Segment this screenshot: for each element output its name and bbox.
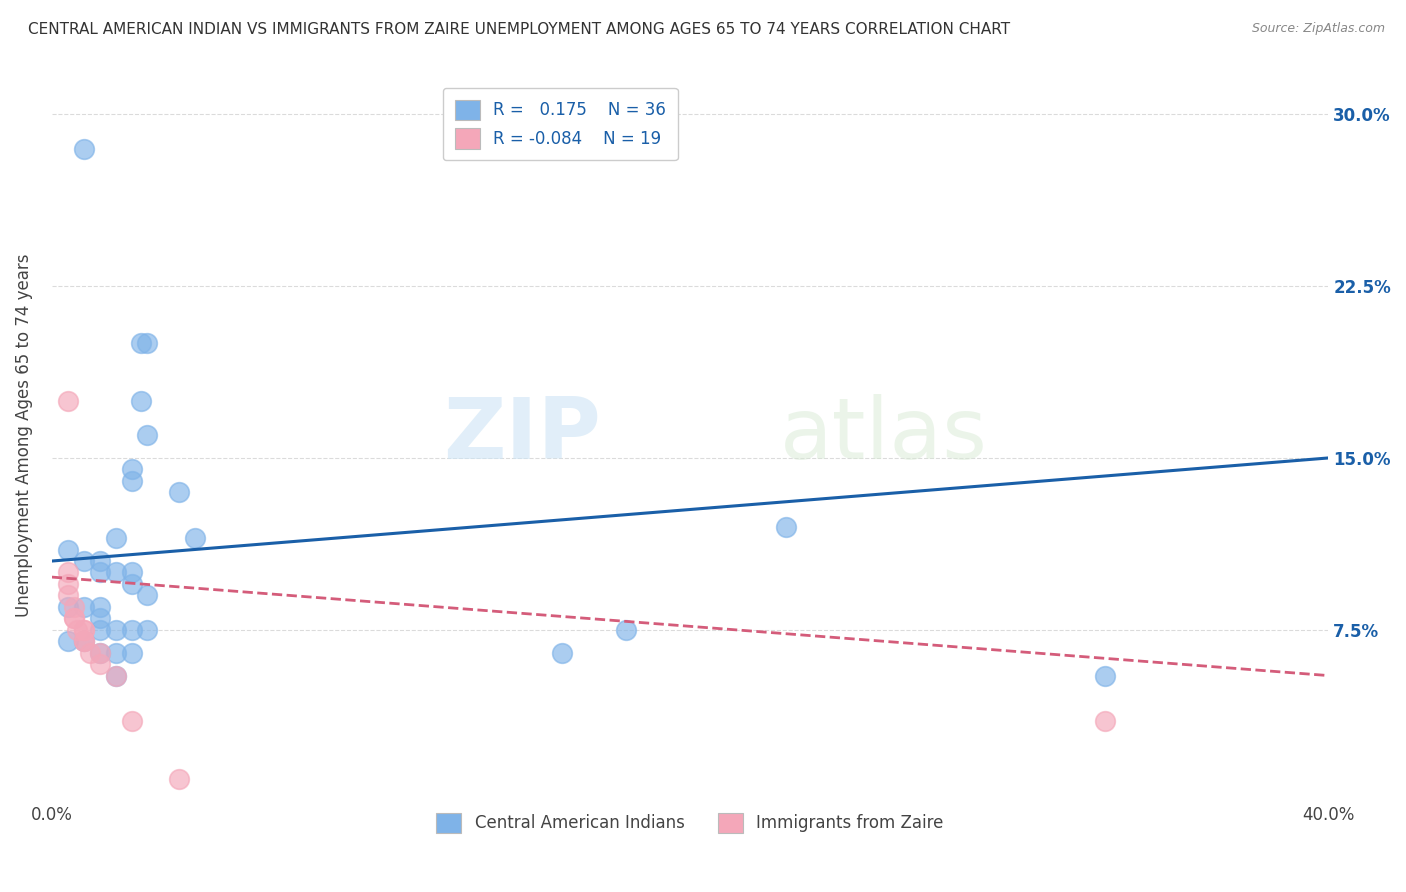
Point: [129, 336, 152, 351]
Point: [136, 428, 159, 442]
Point: [56, 577, 79, 591]
Point: [73, 634, 96, 648]
Point: [121, 714, 143, 729]
Point: [184, 531, 207, 545]
Point: [73, 623, 96, 637]
Point: [73, 623, 96, 637]
Point: [104, 623, 127, 637]
Text: Source: ZipAtlas.com: Source: ZipAtlas.com: [1251, 22, 1385, 36]
Text: CENTRAL AMERICAN INDIAN VS IMMIGRANTS FROM ZAIRE UNEMPLOYMENT AMONG AGES 65 TO 7: CENTRAL AMERICAN INDIAN VS IMMIGRANTS FR…: [28, 22, 1011, 37]
Point: [89, 657, 111, 672]
Text: atlas: atlas: [779, 393, 987, 476]
Point: [169, 772, 191, 786]
Point: [551, 646, 574, 660]
Point: [66, 623, 89, 637]
Point: [89, 566, 111, 580]
Point: [89, 599, 111, 614]
Point: [73, 634, 96, 648]
Point: [121, 577, 143, 591]
Point: [121, 646, 143, 660]
Point: [104, 668, 127, 682]
Point: [104, 668, 127, 682]
Legend: Central American Indians, Immigrants from Zaire: Central American Indians, Immigrants fro…: [425, 801, 955, 845]
Point: [73, 599, 96, 614]
Point: [775, 519, 797, 533]
Point: [104, 566, 127, 580]
Point: [136, 336, 159, 351]
Point: [1094, 714, 1116, 729]
Point: [89, 611, 111, 625]
Point: [136, 623, 159, 637]
Point: [1094, 668, 1116, 682]
Point: [56, 634, 79, 648]
Point: [169, 485, 191, 500]
Point: [89, 646, 111, 660]
Point: [56, 599, 79, 614]
Point: [89, 623, 111, 637]
Point: [121, 462, 143, 476]
Point: [121, 474, 143, 488]
Point: [79, 646, 101, 660]
Point: [63, 599, 86, 614]
Point: [56, 566, 79, 580]
Point: [89, 646, 111, 660]
Point: [73, 554, 96, 568]
Point: [121, 566, 143, 580]
Point: [63, 611, 86, 625]
Point: [63, 611, 86, 625]
Point: [104, 531, 127, 545]
Point: [104, 646, 127, 660]
Point: [56, 393, 79, 408]
Point: [136, 588, 159, 602]
Point: [56, 588, 79, 602]
Point: [129, 393, 152, 408]
Text: ZIP: ZIP: [443, 393, 600, 476]
Point: [73, 634, 96, 648]
Y-axis label: Unemployment Among Ages 65 to 74 years: Unemployment Among Ages 65 to 74 years: [15, 253, 32, 616]
Point: [73, 142, 96, 156]
Point: [121, 623, 143, 637]
Point: [56, 542, 79, 557]
Point: [89, 554, 111, 568]
Point: [614, 623, 637, 637]
